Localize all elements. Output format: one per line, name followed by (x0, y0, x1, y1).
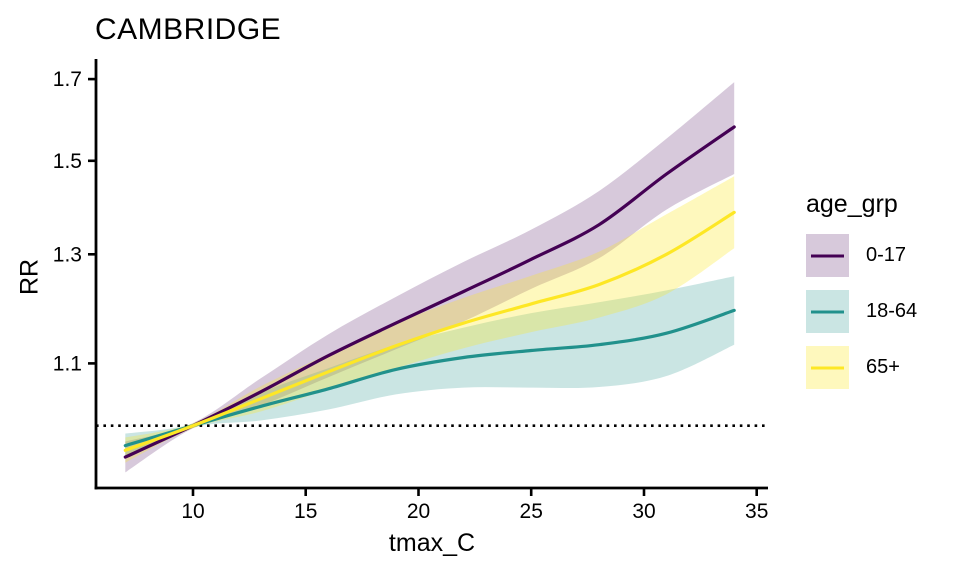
y-tick-label: 1.1 (53, 352, 82, 375)
chart-title: CAMBRIDGE (95, 13, 282, 46)
x-tick-label: 35 (745, 500, 768, 523)
line-65+ (123, 210, 736, 452)
x-tick-label: 25 (520, 500, 543, 523)
y-axis-label: RR (15, 258, 44, 296)
ribbon-0-17 (125, 82, 735, 473)
y-tick-label: 1.7 (53, 68, 82, 91)
legend-item-0-17: 0-17 (806, 234, 917, 277)
x-tick-label: 20 (407, 500, 430, 523)
legend-keyline-65plus (811, 366, 844, 369)
x-tick-label: 30 (632, 500, 655, 523)
x-axis-label: tmax_C (388, 529, 476, 557)
legend-label-18-64: 18-64 (866, 300, 918, 322)
x-tick-label: 15 (294, 500, 317, 523)
legend-item-65plus: 65+ (806, 346, 917, 389)
legend-keyline-0-17 (811, 254, 844, 257)
legend-title: age_grp (806, 190, 898, 218)
y-tick-label: 1.3 (53, 243, 82, 266)
legend-key-18-64 (806, 290, 849, 333)
legend-key-0-17 (806, 234, 849, 277)
legend-keyline-18-64 (811, 310, 844, 313)
legend-label-0-17: 0-17 (866, 244, 907, 266)
legend-key-65plus (806, 346, 849, 389)
legend-label-65plus: 65+ (866, 356, 900, 378)
y-tick-label: 1.5 (53, 150, 82, 173)
line-18-64 (123, 308, 736, 448)
x-tick-label: 10 (181, 500, 204, 523)
legend-item-18-64: 18-64 (806, 290, 917, 333)
ribbon-18-64 (125, 276, 735, 458)
legend: age_grp 0-17 18-64 65+ (806, 190, 917, 402)
line-0-17 (123, 125, 736, 459)
